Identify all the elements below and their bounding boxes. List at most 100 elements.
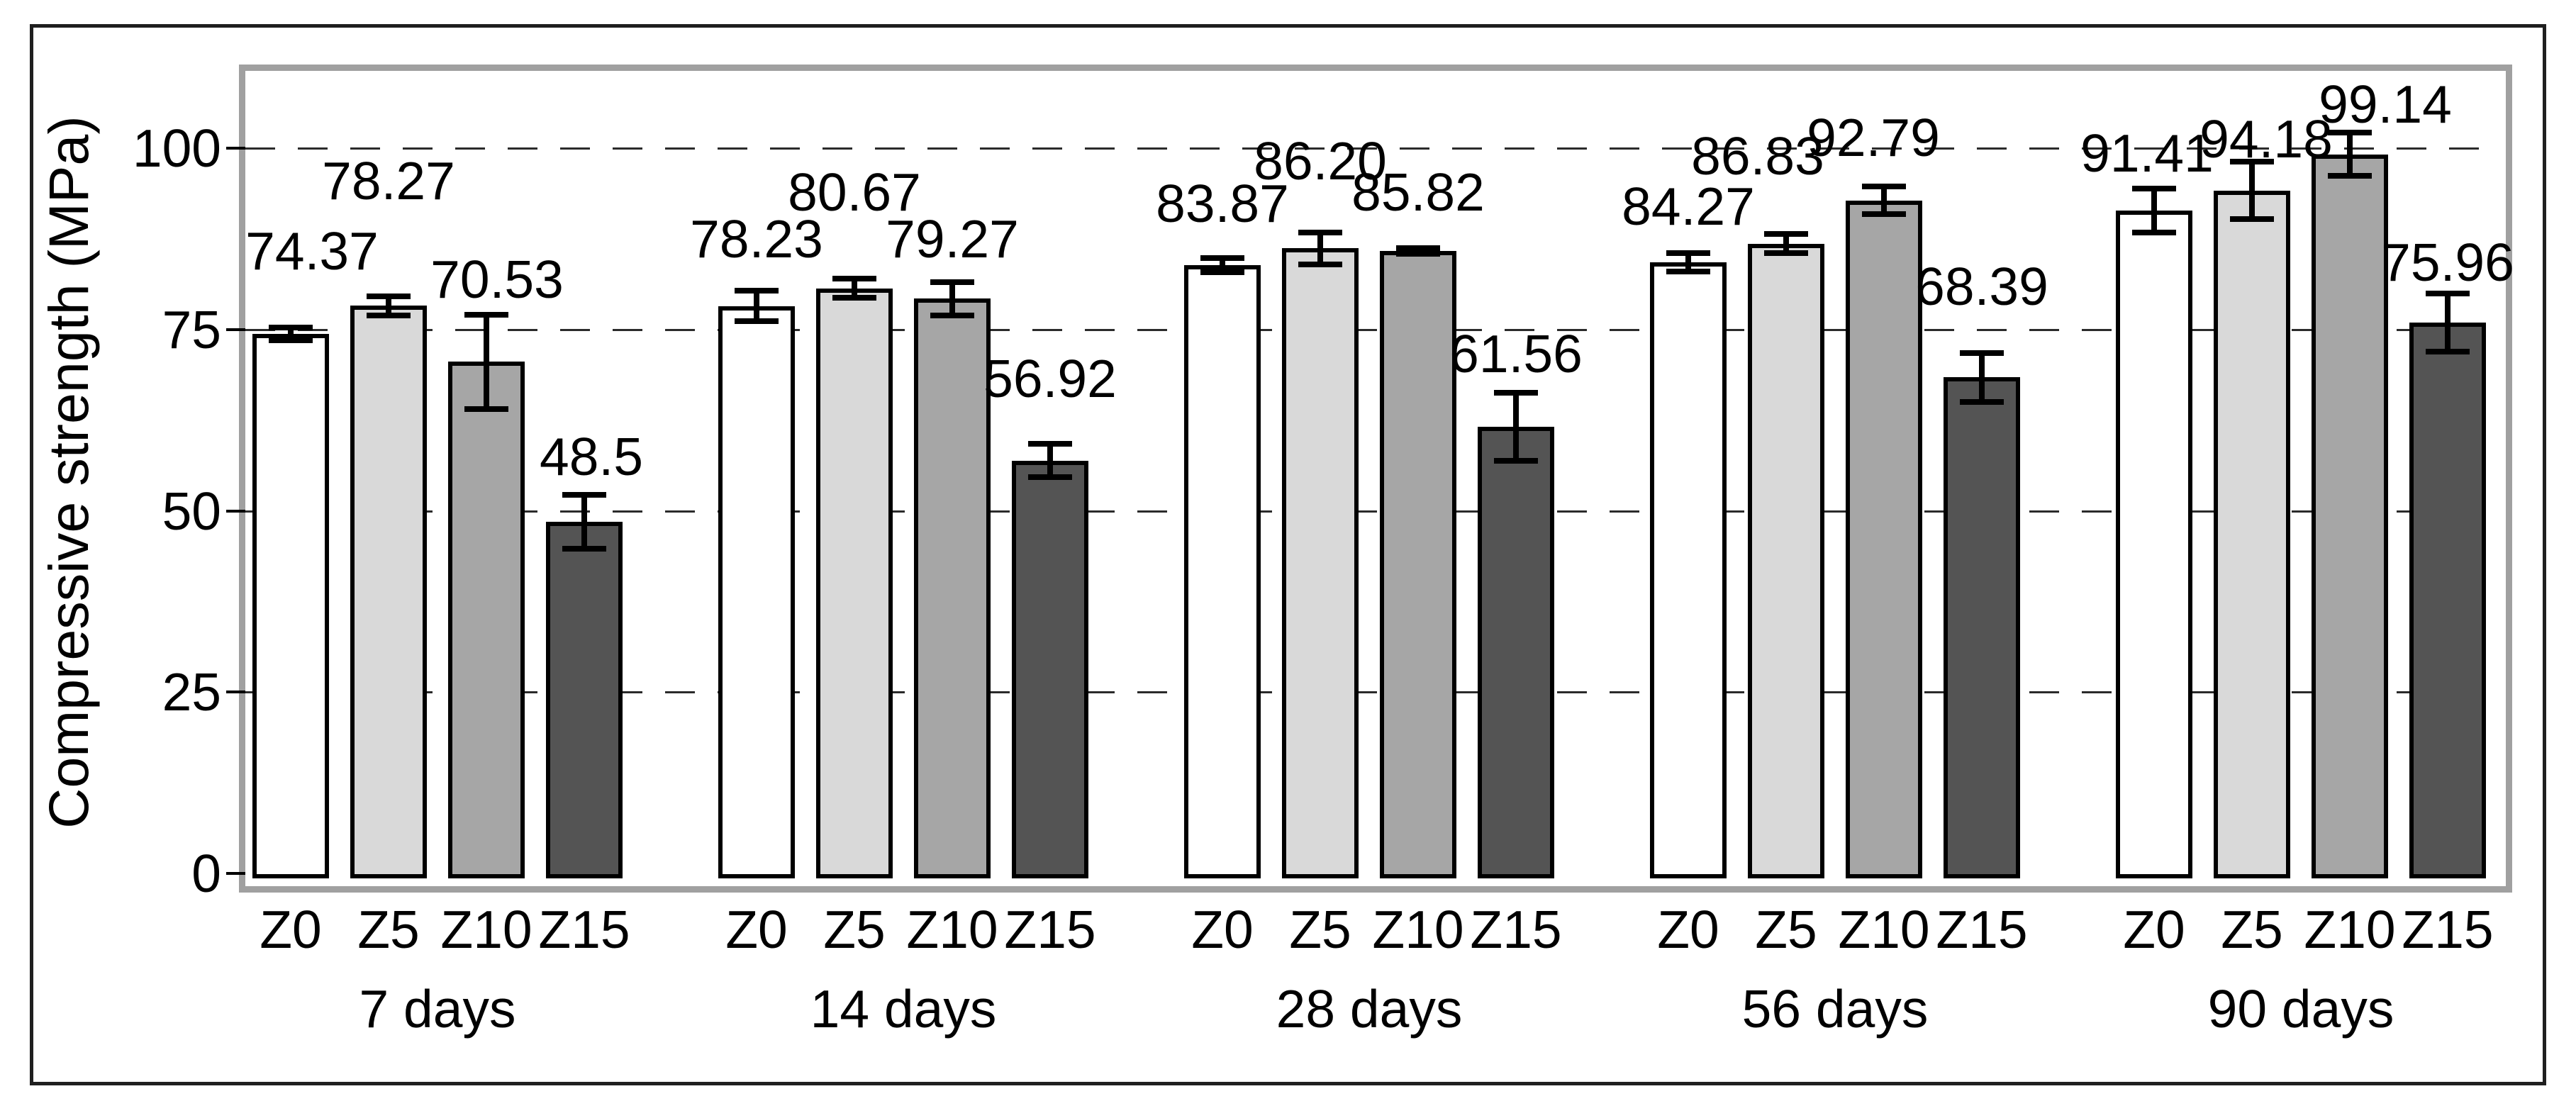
error-bar-cap-bottom	[1396, 251, 1440, 257]
error-bar-cap-bottom	[367, 312, 411, 318]
error-bar-cap-top	[2426, 291, 2470, 296]
plot-area	[239, 65, 2512, 893]
error-bar-line	[1047, 444, 1053, 478]
error-bar-cap-bottom	[1960, 399, 2004, 406]
bar-Z0-7-days	[252, 334, 329, 878]
error-bar-line	[754, 291, 759, 322]
category-label-Z15: Z15	[1936, 900, 2028, 959]
category-label-Z5: Z5	[823, 900, 886, 959]
error-bar-cap-bottom	[832, 295, 876, 301]
bar-Z0-14-days	[718, 306, 795, 878]
value-label: 79.27	[886, 208, 1019, 269]
error-bar-cap-top	[1028, 441, 1072, 447]
error-bar-line	[1783, 234, 1789, 254]
error-bar-line	[1317, 232, 1323, 264]
y-axis-tick-label: 50	[162, 481, 221, 541]
y-axis-tick-label: 0	[191, 844, 221, 903]
gridline-25	[245, 691, 2493, 694]
category-label-Z0: Z0	[1191, 900, 1254, 959]
error-bar-cap-top	[1298, 229, 1342, 235]
category-label-Z5: Z5	[1755, 900, 1817, 959]
group-label-90-days: 90 days	[2207, 979, 2394, 1039]
error-bar-cap-bottom	[2230, 216, 2274, 223]
category-label-Z10: Z10	[2304, 900, 2396, 959]
gridline-50	[245, 510, 2493, 513]
error-bar-line	[949, 281, 955, 315]
y-axis-tick-50	[226, 509, 245, 513]
category-label-Z5: Z5	[357, 900, 420, 959]
value-label: 78.23	[690, 209, 823, 269]
value-label: 74.37	[245, 220, 379, 281]
bar-Z15-90-days	[2409, 322, 2486, 878]
category-label-Z15: Z15	[1470, 900, 1562, 959]
error-bar-line	[484, 314, 489, 409]
category-label-Z10: Z10	[1838, 900, 1930, 959]
value-label: 70.53	[430, 249, 564, 309]
bar-Z15-56-days	[1944, 377, 2020, 878]
group-label-7-days: 7 days	[359, 979, 516, 1039]
value-label: 94.18	[2199, 108, 2333, 169]
error-bar-line	[2347, 133, 2353, 177]
category-label-Z0: Z0	[725, 900, 788, 959]
value-label: 92.79	[1807, 108, 1940, 168]
error-bar-cap-bottom	[269, 337, 313, 344]
figure-border	[30, 24, 2546, 1085]
error-bar-cap-top	[1862, 184, 1906, 190]
bar-Z5-28-days	[1282, 248, 1359, 878]
error-bar-line	[1979, 352, 1985, 403]
bar-Z10-7-days	[448, 362, 525, 878]
error-bar-line	[1415, 247, 1421, 255]
value-label: 80.67	[788, 162, 921, 223]
error-bar-line	[1685, 252, 1691, 272]
error-bar-line	[1220, 257, 1225, 273]
group-label-14-days: 14 days	[810, 979, 997, 1039]
error-bar-cap-bottom	[735, 318, 779, 325]
bar-Z10-14-days	[914, 298, 991, 878]
bar-Z10-28-days	[1380, 251, 1456, 878]
bar-Z15-7-days	[546, 521, 623, 878]
value-label: 61.56	[1449, 324, 1583, 384]
category-label-Z10: Z10	[1372, 900, 1464, 959]
bar-Z5-14-days	[816, 288, 893, 878]
error-bar-cap-top	[832, 276, 876, 282]
error-bar-cap-top	[930, 279, 974, 285]
error-bar-line	[852, 279, 857, 298]
y-axis-tick-25	[226, 691, 245, 694]
error-bar-cap-bottom	[2132, 229, 2176, 235]
error-bar-line	[288, 327, 294, 341]
gridline-100	[245, 147, 2493, 150]
error-bar-cap-bottom	[2426, 348, 2470, 354]
y-axis-tick-0	[226, 872, 245, 875]
bar-Z0-90-days	[2116, 210, 2192, 878]
y-axis-tick-label: 25	[162, 662, 221, 722]
error-bar-cap-top	[1494, 390, 1538, 396]
category-label-Z15: Z15	[538, 900, 630, 959]
group-label-28-days: 28 days	[1276, 979, 1463, 1039]
error-bar-cap-top	[2230, 158, 2274, 164]
error-bar-cap-top	[562, 491, 606, 498]
bar-Z10-90-days	[2312, 154, 2388, 878]
error-bar-cap-top	[269, 324, 313, 330]
group-label-56-days: 56 days	[1741, 979, 1929, 1039]
category-label-Z15: Z15	[2402, 900, 2494, 959]
error-bar-cap-bottom	[1298, 261, 1342, 267]
error-bar-cap-bottom	[1028, 474, 1072, 481]
error-bar-line	[2249, 161, 2255, 220]
error-bar-cap-top	[1396, 245, 1440, 251]
bar-Z5-56-days	[1748, 243, 1824, 878]
error-bar-cap-top	[1666, 250, 1710, 256]
error-bar-line	[386, 296, 391, 315]
error-bar-line	[2445, 294, 2450, 352]
category-label-Z5: Z5	[2221, 900, 2283, 959]
value-label: 84.27	[1622, 176, 1755, 236]
value-label: 48.5	[540, 426, 643, 486]
error-bar-cap-top	[1960, 350, 2004, 356]
category-label-Z10: Z10	[906, 900, 998, 959]
category-label-Z5: Z5	[1289, 900, 1351, 959]
error-bar-line	[2151, 189, 2157, 233]
bar-Z5-90-days	[2214, 190, 2290, 878]
value-label: 86.20	[1254, 130, 1387, 191]
value-label: 86.83	[1691, 126, 1824, 186]
value-label: 83.87	[1156, 173, 1289, 233]
